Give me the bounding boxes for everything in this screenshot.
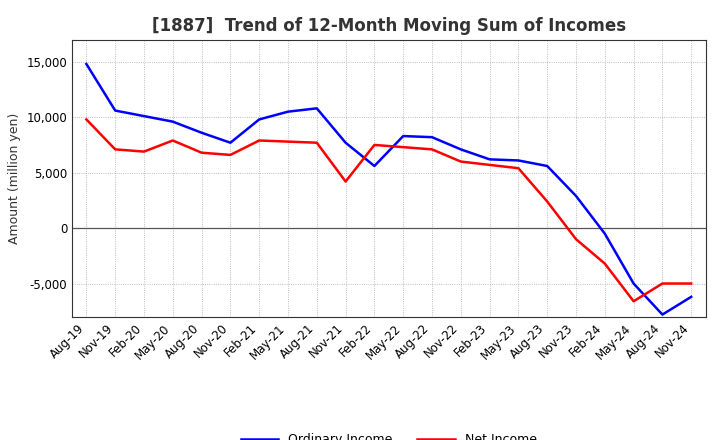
Ordinary Income: [456, 147, 465, 152]
Ordinary Income: [82, 61, 91, 66]
Net Income: [428, 147, 436, 152]
Ordinary Income: [370, 163, 379, 169]
Ordinary Income: [428, 135, 436, 140]
Ordinary Income: [341, 140, 350, 145]
Net Income: [197, 150, 206, 155]
Net Income: [140, 149, 148, 154]
Net Income: [255, 138, 264, 143]
Net Income: [399, 144, 408, 150]
Ordinary Income: [687, 294, 696, 300]
Net Income: [284, 139, 292, 144]
Ordinary Income: [514, 158, 523, 163]
Ordinary Income: [140, 114, 148, 119]
Net Income: [456, 159, 465, 164]
Net Income: [543, 199, 552, 204]
Net Income: [572, 237, 580, 242]
Ordinary Income: [629, 281, 638, 286]
Net Income: [82, 117, 91, 122]
Ordinary Income: [197, 130, 206, 136]
Net Income: [485, 162, 494, 168]
Legend: Ordinary Income, Net Income: Ordinary Income, Net Income: [235, 429, 542, 440]
Ordinary Income: [255, 117, 264, 122]
Line: Net Income: Net Income: [86, 119, 691, 301]
Net Income: [600, 261, 609, 266]
Line: Ordinary Income: Ordinary Income: [86, 64, 691, 315]
Net Income: [111, 147, 120, 152]
Net Income: [687, 281, 696, 286]
Net Income: [312, 140, 321, 145]
Ordinary Income: [600, 231, 609, 236]
Ordinary Income: [658, 312, 667, 317]
Ordinary Income: [543, 163, 552, 169]
Net Income: [514, 165, 523, 171]
Ordinary Income: [572, 193, 580, 198]
Ordinary Income: [284, 109, 292, 114]
Net Income: [341, 179, 350, 184]
Ordinary Income: [111, 108, 120, 113]
Net Income: [629, 299, 638, 304]
Ordinary Income: [168, 119, 177, 124]
Ordinary Income: [312, 106, 321, 111]
Ordinary Income: [485, 157, 494, 162]
Net Income: [658, 281, 667, 286]
Ordinary Income: [226, 140, 235, 145]
Net Income: [168, 138, 177, 143]
Ordinary Income: [399, 133, 408, 139]
Net Income: [370, 142, 379, 147]
Title: [1887]  Trend of 12-Month Moving Sum of Incomes: [1887] Trend of 12-Month Moving Sum of I…: [152, 17, 626, 35]
Y-axis label: Amount (million yen): Amount (million yen): [8, 113, 21, 244]
Net Income: [226, 152, 235, 158]
